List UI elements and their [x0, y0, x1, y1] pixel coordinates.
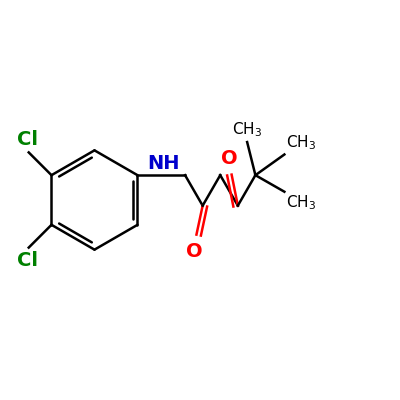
Text: O: O	[221, 149, 238, 168]
Text: O: O	[186, 242, 203, 261]
Text: Cl: Cl	[18, 251, 38, 270]
Text: CH$_3$: CH$_3$	[232, 120, 262, 139]
Text: CH$_3$: CH$_3$	[286, 134, 316, 152]
Text: CH$_3$: CH$_3$	[286, 194, 316, 212]
Text: Cl: Cl	[18, 130, 38, 149]
Text: NH: NH	[147, 154, 180, 173]
